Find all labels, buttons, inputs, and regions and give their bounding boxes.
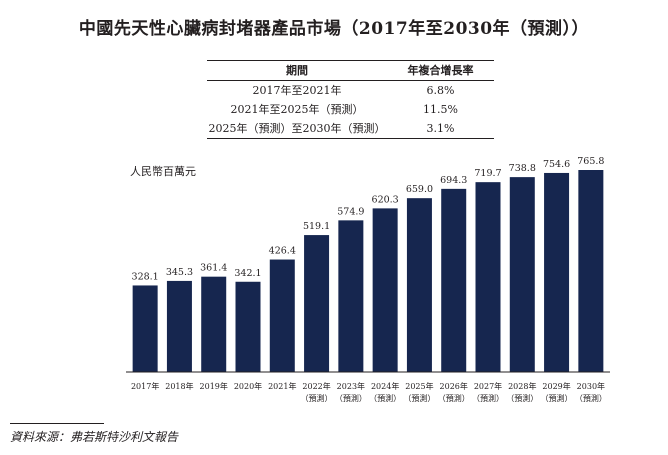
- x-tick-label: 2025年: [405, 381, 433, 391]
- bar: [304, 235, 330, 372]
- data-label: 719.7: [474, 168, 501, 179]
- x-tick-label: 2021年: [268, 381, 296, 391]
- data-label: 361.4: [200, 263, 227, 274]
- data-label: 694.3: [440, 175, 467, 186]
- bar: [235, 281, 261, 372]
- cagr-header: 年複合增長率: [387, 60, 494, 81]
- bar: [338, 220, 364, 372]
- data-label: 659.0: [406, 184, 433, 195]
- period-cell: 2025年（預測）至2030年（預測）: [207, 119, 387, 139]
- data-label: 574.9: [337, 206, 364, 217]
- x-tick-forecast-label: （預測）: [438, 393, 470, 403]
- bar: [372, 208, 398, 372]
- x-tick-label: 2024年: [371, 381, 399, 391]
- period-header: 期間: [207, 60, 387, 81]
- x-tick-forecast-label: （預測）: [575, 393, 607, 403]
- chart-title: 中國先天性心臟病封堵器產品市場（2017年至2030年（預測））: [78, 19, 590, 39]
- cagr-table-header: 期間 年複合增長率: [207, 60, 494, 81]
- period-cell: 2017年至2021年: [252, 84, 342, 97]
- x-tick-forecast-label: （預測）: [369, 393, 401, 403]
- data-label: 426.4: [269, 246, 296, 257]
- bar: [166, 280, 192, 372]
- x-tick-label: 2018年: [165, 381, 193, 391]
- bar: [544, 172, 570, 372]
- bar: [475, 182, 501, 372]
- x-tick-label: 2030年: [577, 381, 605, 391]
- data-label: 765.8: [577, 156, 604, 167]
- x-tick-label: 2017年: [131, 381, 159, 391]
- period-cell: 2021年至2025年（預測）: [230, 103, 364, 116]
- bar: [269, 259, 295, 372]
- bar: [132, 285, 158, 372]
- rate-cell: 11.5%: [423, 103, 458, 116]
- x-tick-label: 2020年: [234, 381, 262, 391]
- bar: [509, 177, 535, 372]
- x-tick-forecast-label: （預測）: [403, 393, 435, 403]
- rate-cell: 3.1%: [387, 119, 494, 139]
- data-label: 342.1: [234, 268, 261, 279]
- data-label: 519.1: [303, 221, 330, 232]
- bar: [406, 198, 432, 372]
- x-tick-label: 2019年: [200, 381, 228, 391]
- data-label: 328.1: [132, 271, 159, 282]
- x-tick-label: 2026年: [440, 381, 468, 391]
- table-row: 2021年至2025年（預測） 11.5%: [207, 100, 494, 119]
- x-tick-label: 2029年: [542, 381, 570, 391]
- x-tick-forecast-label: （預測）: [541, 393, 573, 403]
- data-label: 345.3: [166, 267, 193, 278]
- table-row: 2017年至2021年 6.8%: [207, 81, 494, 101]
- x-tick-label: 2028年: [508, 381, 536, 391]
- rate-cell: 6.8%: [426, 84, 455, 97]
- data-label: 754.6: [543, 159, 570, 170]
- cagr-table: 期間 年複合增長率 2017年至2021年 6.8% 2021年至2025年（預…: [207, 60, 494, 139]
- table-row: 2025年（預測）至2030年（預測） 3.1%: [207, 119, 494, 139]
- x-tick-forecast-label: （預測）: [335, 393, 367, 403]
- bar: [201, 276, 227, 372]
- bar: [441, 188, 467, 372]
- x-tick-label: 2027年: [474, 381, 502, 391]
- source-divider: [10, 423, 104, 424]
- source-note: 資料來源：弗若斯特沙利文報告: [10, 430, 179, 444]
- x-tick-forecast-label: （預測）: [472, 393, 504, 403]
- x-tick-label: 2022年: [302, 381, 330, 391]
- x-tick-forecast-label: （預測）: [506, 393, 538, 403]
- data-label: 738.8: [509, 163, 536, 174]
- x-tick-forecast-label: （預測）: [301, 393, 333, 403]
- x-tick-label: 2023年: [337, 381, 365, 391]
- bar: [578, 170, 604, 372]
- data-label: 620.3: [372, 194, 399, 205]
- y-unit-label: 人民幣百萬元: [130, 165, 196, 178]
